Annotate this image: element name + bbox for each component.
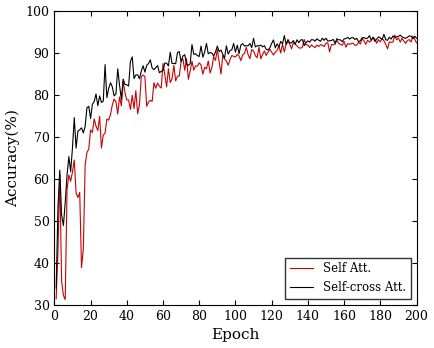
Y-axis label: Accuracy(%): Accuracy(%) — [6, 109, 20, 207]
Self Att. — [385, 47, 390, 51]
Self-cross Att. — [398, 33, 403, 37]
Self Att. — [392, 33, 398, 37]
Self-cross Att. — [53, 286, 59, 290]
Self Att. — [62, 298, 68, 302]
Legend: Self Att., Self-cross Att.: Self Att., Self-cross Att. — [285, 258, 411, 299]
X-axis label: Epoch: Epoch — [211, 329, 260, 342]
Self Att. — [77, 190, 82, 195]
Self Att. — [151, 81, 157, 85]
Self-cross Att. — [150, 66, 155, 70]
Self-cross Att. — [75, 129, 80, 133]
Line: Self Att.: Self Att. — [56, 35, 417, 300]
Line: Self-cross Att.: Self-cross Att. — [56, 34, 417, 288]
Self Att. — [70, 170, 75, 174]
Self-cross Att. — [385, 38, 390, 42]
Self-cross Att. — [381, 32, 387, 37]
Self Att. — [122, 91, 128, 95]
Self-cross Att. — [121, 77, 126, 81]
Self Att. — [414, 41, 419, 45]
Self-cross Att. — [414, 36, 419, 40]
Self-cross Att. — [68, 169, 73, 174]
Self Att. — [53, 296, 59, 301]
Self Att. — [399, 36, 404, 40]
